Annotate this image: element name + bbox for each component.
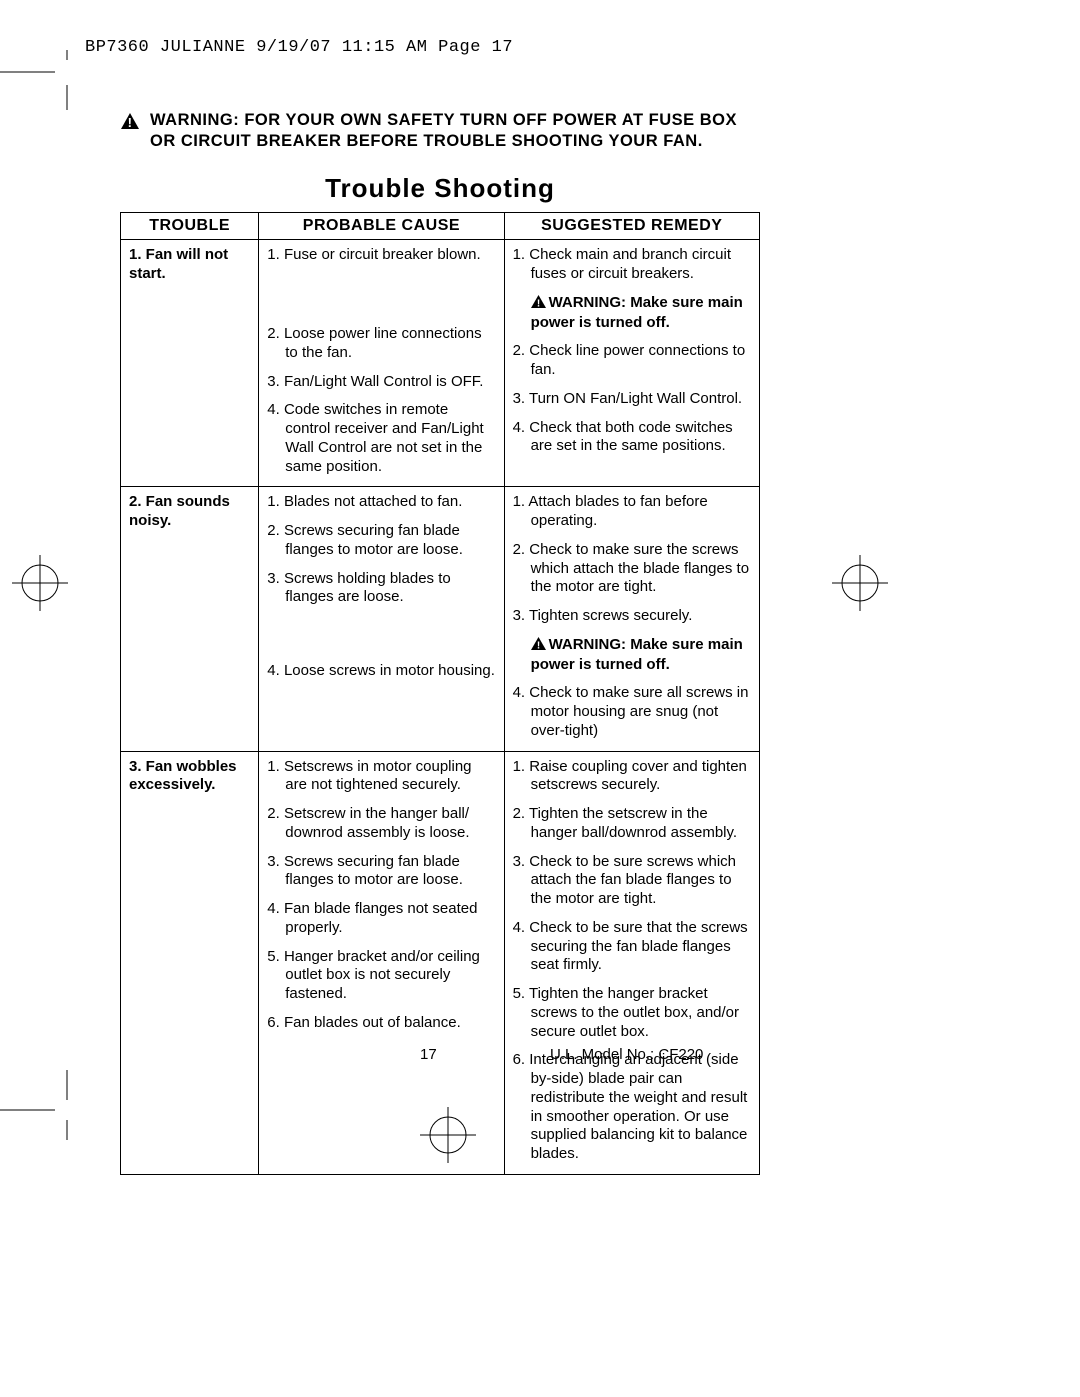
trouble-cell: 3. Fan wobbles excessively.: [121, 751, 259, 1174]
cause-cell: 1. Blades not attached to fan.2. Screws …: [259, 487, 504, 751]
col-header-cause: PROBABLE CAUSE: [259, 213, 504, 240]
registration-mark-left: [12, 555, 68, 611]
col-header-trouble: TROUBLE: [121, 213, 259, 240]
page: BP7360 JULIANNE 9/19/07 11:15 AM Page 17…: [0, 0, 1080, 1397]
troubleshooting-table: TROUBLE PROBABLE CAUSE SUGGESTED REMEDY …: [120, 212, 760, 1175]
cause-cell: 1. Fuse or circuit breaker blown.2. Loos…: [259, 240, 504, 487]
top-warning: ! WARNING: FOR YOUR OWN SAFETY TURN OFF …: [120, 110, 760, 151]
model-number: U.L. Model No.: CF220: [550, 1046, 703, 1063]
crop-mark-bl: [0, 1070, 80, 1140]
table-row: 1. Fan will not start.1. Fuse or circuit…: [121, 240, 760, 487]
svg-text:!: !: [536, 298, 539, 308]
trouble-cell: 1. Fan will not start.: [121, 240, 259, 487]
doc-header-line: BP7360 JULIANNE 9/19/07 11:15 AM Page 17: [85, 38, 513, 57]
table-row: 3. Fan wobbles excessively.1. Setscrews …: [121, 751, 760, 1174]
warning-icon: !: [120, 112, 140, 151]
top-warning-text: WARNING: FOR YOUR OWN SAFETY TURN OFF PO…: [150, 110, 760, 151]
col-header-remedy: SUGGESTED REMEDY: [504, 213, 759, 240]
table-row: 2. Fan sounds noisy.1. Blades not attach…: [121, 487, 760, 751]
remedy-cell: 1. Raise coupling cover and tighten sets…: [504, 751, 759, 1174]
page-number: 17: [420, 1046, 437, 1063]
remedy-cell: 1. Check main and branch circuit fuses o…: [504, 240, 759, 487]
crop-mark-tl: [0, 50, 80, 110]
content-area: ! WARNING: FOR YOUR OWN SAFETY TURN OFF …: [120, 110, 760, 1175]
table-header-row: TROUBLE PROBABLE CAUSE SUGGESTED REMEDY: [121, 213, 760, 240]
remedy-cell: 1. Attach blades to fan before operating…: [504, 487, 759, 751]
cause-cell: 1. Setscrews in motor coupling are not t…: [259, 751, 504, 1174]
svg-text:!: !: [536, 640, 539, 650]
svg-text:!: !: [128, 115, 133, 130]
registration-mark-right: [832, 555, 888, 611]
trouble-cell: 2. Fan sounds noisy.: [121, 487, 259, 751]
section-title: Trouble Shooting: [120, 173, 760, 204]
